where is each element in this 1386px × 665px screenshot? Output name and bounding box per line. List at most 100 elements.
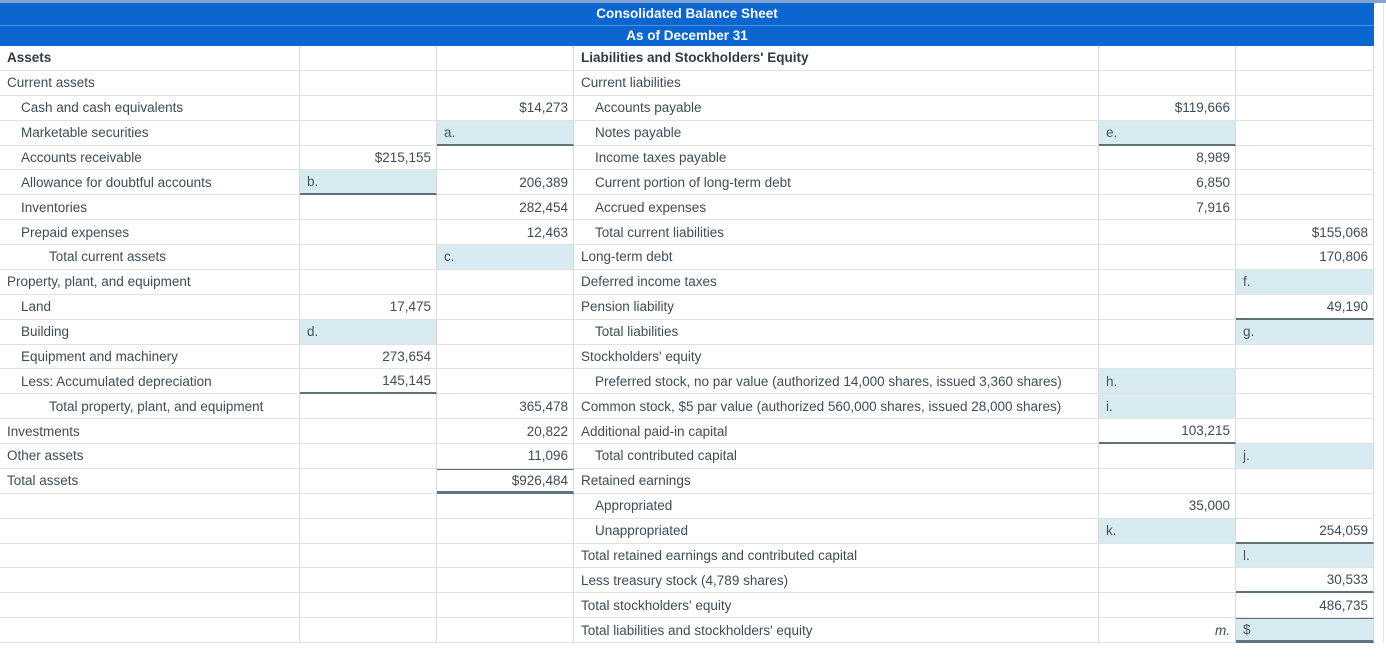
amount-cell: 365,478	[437, 394, 574, 420]
amount-cell: 170,806	[1236, 245, 1374, 270]
empty-cell	[1236, 195, 1374, 221]
answer-cell-f[interactable]: f.	[1236, 269, 1374, 295]
empty-cell	[1236, 344, 1374, 370]
amount-cell: 103,215	[1099, 419, 1236, 444]
empty-cell	[1099, 319, 1236, 345]
empty-cell	[1236, 394, 1374, 420]
answer-cell-b[interactable]: b.	[300, 170, 437, 196]
empty-cell	[1099, 245, 1236, 270]
empty-cell	[437, 618, 574, 643]
empty-cell	[1099, 593, 1236, 619]
empty-cell	[300, 618, 437, 643]
empty-cell	[0, 518, 300, 544]
empty-cell	[1236, 493, 1374, 519]
empty-cell	[300, 46, 437, 71]
answer-cell-g[interactable]: g.	[1236, 319, 1374, 345]
amount-cell: 12,463	[437, 220, 574, 245]
row-label: Total property, plant, and equipment	[0, 394, 300, 420]
amount-cell: $926,484	[437, 468, 574, 494]
liabilities-equity-table: Liabilities and Stockholders' Equity Curr…	[574, 46, 1374, 643]
amount-cell: 17,475	[300, 294, 437, 320]
empty-cell	[1099, 294, 1236, 320]
empty-cell	[300, 468, 437, 494]
amount-cell: 145,145	[300, 369, 437, 395]
sheet-title: Consolidated Balance Sheet	[596, 6, 778, 21]
empty-cell	[437, 593, 574, 619]
empty-cell	[300, 568, 437, 594]
empty-cell	[437, 319, 574, 345]
amount-cell: 35,000	[1099, 493, 1236, 519]
empty-cell	[1236, 145, 1374, 171]
row-label: Total liabilities and stockholders' equi…	[574, 618, 1099, 643]
empty-cell	[0, 543, 300, 569]
amount-cell: 273,654	[300, 344, 437, 370]
answer-cell-e[interactable]: e.	[1099, 120, 1236, 146]
answer-cell-j[interactable]: j.	[1236, 444, 1374, 469]
empty-cell	[300, 543, 437, 569]
row-label: Long-term debt	[574, 245, 1099, 270]
row-label: Less: Accumulated depreciation	[0, 369, 300, 395]
answer-cell-i[interactable]: i.	[1099, 394, 1236, 420]
row-label: Appropriated	[574, 493, 1099, 519]
row-label: Other assets	[0, 444, 300, 469]
row-label: Total assets	[0, 468, 300, 494]
row-label: Accrued expenses	[574, 195, 1099, 221]
assets-table: Assets Current assets Cash and cash equiva…	[0, 46, 574, 643]
answer-cell-m[interactable]: $	[1236, 618, 1374, 643]
empty-cell	[0, 593, 300, 619]
empty-cell	[437, 294, 574, 320]
row-label: Accounts payable	[574, 95, 1099, 121]
empty-cell	[1236, 95, 1374, 121]
answer-cell-d[interactable]: d.	[300, 319, 437, 345]
row-label: Equipment and machinery	[0, 344, 300, 370]
answer-cell-a[interactable]: a.	[437, 120, 574, 146]
empty-cell	[0, 618, 300, 643]
row-label: Stockholders' equity	[574, 344, 1099, 370]
amount-cell: 6,850	[1099, 170, 1236, 196]
row-label: Land	[0, 294, 300, 320]
row-label: Income taxes payable	[574, 145, 1099, 171]
row-label: Total current assets	[0, 245, 300, 270]
row-label: Pension liability	[574, 294, 1099, 320]
empty-cell	[437, 369, 574, 395]
amount-cell: 8,989	[1099, 145, 1236, 171]
empty-cell	[300, 70, 437, 96]
empty-cell	[1099, 543, 1236, 569]
empty-cell	[1236, 170, 1374, 196]
amount-cell: 282,454	[437, 195, 574, 221]
row-label: Common stock, $5 par value (authorized 5…	[574, 394, 1099, 420]
empty-cell	[300, 245, 437, 270]
empty-cell	[300, 518, 437, 544]
top-edge-strip	[0, 0, 1386, 3]
empty-cell	[1099, 444, 1236, 469]
row-label: Current liabilities	[574, 70, 1099, 96]
answer-cell-k[interactable]: k.	[1099, 518, 1236, 544]
empty-cell	[300, 493, 437, 519]
amount-cell: $215,155	[300, 145, 437, 171]
empty-cell	[437, 568, 574, 594]
row-label: Total contributed capital	[574, 444, 1099, 469]
answer-cell-c[interactable]: c.	[437, 245, 574, 270]
answer-cell-l[interactable]: l.	[1236, 543, 1374, 569]
row-label: Property, plant, and equipment	[0, 269, 300, 295]
item-note: m.	[1099, 618, 1236, 643]
amount-cell: $119,666	[1099, 95, 1236, 121]
empty-cell	[1236, 369, 1374, 395]
row-label: Current assets	[0, 70, 300, 96]
empty-cell	[1099, 468, 1236, 494]
amount-cell: 254,059	[1236, 518, 1374, 544]
empty-cell	[1099, 269, 1236, 295]
row-label: Allowance for doubtful accounts	[0, 170, 300, 196]
section-header: Assets	[0, 46, 300, 71]
row-label: Total retained earnings and contributed …	[574, 543, 1099, 569]
empty-cell	[437, 344, 574, 370]
empty-cell	[300, 195, 437, 221]
row-label: Total stockholders' equity	[574, 593, 1099, 619]
row-label: Inventories	[0, 195, 300, 221]
empty-cell	[437, 70, 574, 96]
row-label: Less treasury stock (4,789 shares)	[574, 568, 1099, 594]
empty-cell	[1236, 70, 1374, 96]
answer-cell-h[interactable]: h.	[1099, 369, 1236, 395]
amount-cell: 206,389	[437, 170, 574, 196]
